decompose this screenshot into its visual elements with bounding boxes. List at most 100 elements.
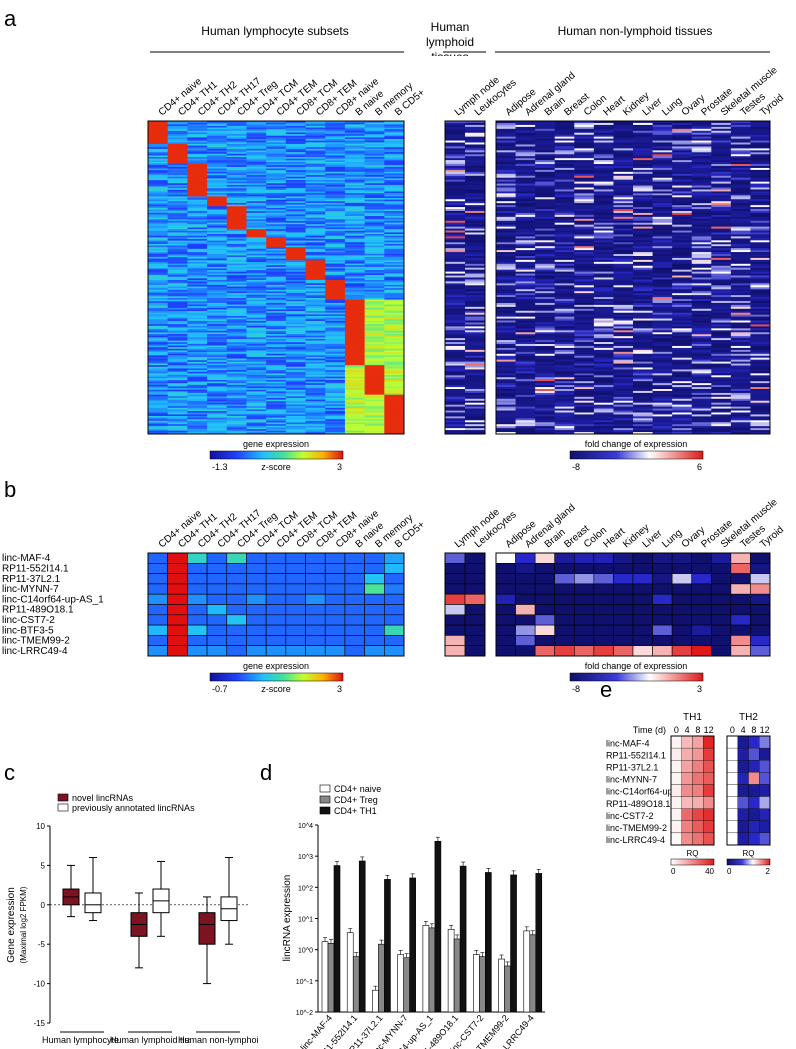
heatmap-cell <box>187 171 208 174</box>
heatmap-cell <box>187 222 208 225</box>
heatmap-cell <box>496 338 516 341</box>
heatmap-cell <box>652 212 673 216</box>
heatmap-cell <box>226 407 247 410</box>
heatmap-cell <box>207 397 228 401</box>
heatmap-cell <box>384 414 405 417</box>
heatmap-cell <box>496 220 516 224</box>
heatmap-cell <box>344 276 366 279</box>
heatmap-cell <box>187 289 208 292</box>
heatmap-cell <box>148 147 169 150</box>
heatmap-cell <box>384 168 405 171</box>
heatmap-cell <box>613 244 634 247</box>
heatmap-cell <box>246 288 267 291</box>
heatmap-cell <box>266 281 287 284</box>
heatmap-cell <box>246 397 267 401</box>
heatmap-cell <box>246 394 267 397</box>
heatmap-cell <box>593 175 614 179</box>
heatmap-cell <box>652 310 673 314</box>
heatmap-cell <box>266 266 287 269</box>
heatmap-cell <box>445 154 466 157</box>
heatmap-cell <box>167 317 188 320</box>
heatmap-cell <box>344 275 366 278</box>
heatmap-cell <box>593 238 614 241</box>
heatmap-cell <box>148 130 169 133</box>
heatmap-cell <box>574 193 595 196</box>
heatmap-cell <box>285 234 307 237</box>
heatmap-cell <box>465 212 486 216</box>
heatmap-cell <box>613 220 634 224</box>
heatmap-cell <box>226 376 247 379</box>
heatmap-cell <box>305 319 326 322</box>
heatmap-cell <box>305 163 326 166</box>
heatmap-cell <box>593 269 614 273</box>
heatmap-cell <box>285 178 307 181</box>
heatmap-cell <box>672 404 693 408</box>
heatmap-cell <box>574 248 595 251</box>
heatmap-cell <box>445 173 466 177</box>
heatmap-cell <box>613 344 634 347</box>
heatmap-cell <box>574 162 595 165</box>
heatmap-cell <box>652 175 673 179</box>
heatmap-cell <box>496 138 516 141</box>
heatmap-cell <box>730 318 751 321</box>
heatmap-cell <box>672 285 693 288</box>
heatmap-cell <box>750 265 771 269</box>
heatmap-cell <box>167 419 188 422</box>
heatmap-cell <box>285 322 307 325</box>
heatmap-cell <box>535 234 556 237</box>
heatmap-cell <box>344 266 366 269</box>
heatmap-cell <box>187 314 208 317</box>
heatmap-cell <box>574 389 595 392</box>
heatmap-cell <box>750 310 771 314</box>
heatmap-cell <box>535 287 556 290</box>
heatmap-cell <box>496 124 516 128</box>
heatmap-cell <box>187 355 208 358</box>
heatmap-cell <box>384 145 405 148</box>
heatmap-cell <box>445 302 466 306</box>
heatmap-cell <box>750 340 771 343</box>
heatmap-cell <box>266 275 287 278</box>
heatmap-cell <box>465 381 486 384</box>
heatmap-cell <box>691 390 712 394</box>
heatmap-cell <box>515 232 536 235</box>
heatmap-cell <box>750 167 771 171</box>
heatmap-cell <box>148 150 169 153</box>
heatmap-cell <box>691 400 712 404</box>
heatmap-cell <box>167 394 188 397</box>
heatmap-cell <box>305 247 326 250</box>
heatmap-cell <box>652 250 673 253</box>
heatmap-cell <box>515 291 536 294</box>
heatmap-cell <box>305 252 326 255</box>
heatmap-cell <box>148 389 169 392</box>
heatmap-cell <box>730 299 751 302</box>
heatmap-cell <box>691 144 712 147</box>
heatmap-cell <box>285 419 307 422</box>
heatmap-cell <box>148 291 169 294</box>
heatmap-cell <box>285 368 307 371</box>
heatmap-cell <box>574 134 595 138</box>
heatmap-cell <box>633 173 653 177</box>
heatmap-cell <box>285 383 307 386</box>
heatmap-cell <box>691 122 712 126</box>
heatmap-cell <box>730 338 751 341</box>
heatmap-cell <box>633 344 653 347</box>
heatmap-cell <box>384 291 405 294</box>
heatmap-cell <box>515 261 536 265</box>
heatmap-cell <box>465 187 486 190</box>
heatmap-cell <box>364 242 385 245</box>
heatmap-cell <box>652 404 673 408</box>
heatmap-cell <box>187 276 208 279</box>
heatmap-cell <box>187 275 208 278</box>
heatmap-cell <box>226 388 247 391</box>
heatmap-cell <box>535 328 556 331</box>
heatmap-cell <box>226 173 247 176</box>
heatmap-cell <box>535 394 556 398</box>
heatmap-cell <box>750 236 771 239</box>
heatmap-cell <box>691 338 712 341</box>
heatmap-cell <box>652 187 673 190</box>
heatmap-cell <box>515 230 536 233</box>
heatmap-cell <box>266 365 287 368</box>
heatmap-cell <box>266 283 287 286</box>
heatmap-cell <box>515 132 536 136</box>
heatmap-cell <box>750 281 771 284</box>
